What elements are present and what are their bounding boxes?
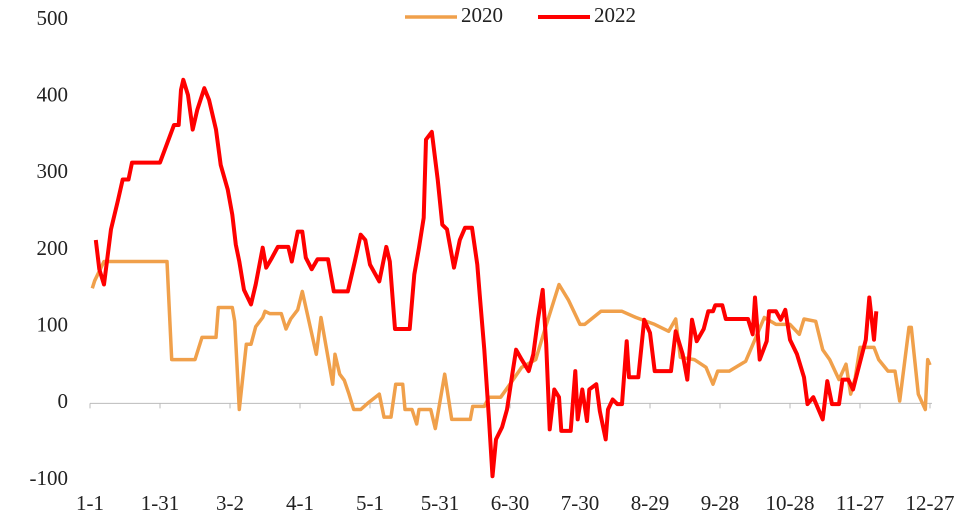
x-tick-label: 1-31 [141,491,180,515]
x-tick-label: 8-29 [631,491,670,515]
series-line [93,77,879,479]
x-tick-label: 9-28 [701,491,740,515]
legend-label: 2020 [461,3,503,27]
y-tick-label: 500 [37,6,69,30]
x-tick-label: 11-27 [836,491,884,515]
x-tick-label: 1-1 [76,491,104,515]
x-tick-label: 10-28 [766,491,815,515]
legend-label: 2022 [594,3,636,27]
x-tick-label: 7-30 [561,491,600,515]
y-tick-label: 100 [37,312,69,336]
x-tick-label: 12-27 [906,491,955,515]
x-tick-label: 6-30 [491,491,530,515]
y-tick-label: 300 [37,159,69,183]
y-tick-label: 200 [37,236,69,260]
y-tick-label: 0 [58,389,69,413]
y-tick-label: 400 [37,82,69,106]
x-tick-label: 5-31 [421,491,460,515]
series-line [90,259,932,431]
x-tick-label: 4-1 [286,491,314,515]
y-tick-label: -100 [30,466,69,490]
x-tick-label: 3-2 [216,491,244,515]
x-tick-label: 5-1 [356,491,384,515]
